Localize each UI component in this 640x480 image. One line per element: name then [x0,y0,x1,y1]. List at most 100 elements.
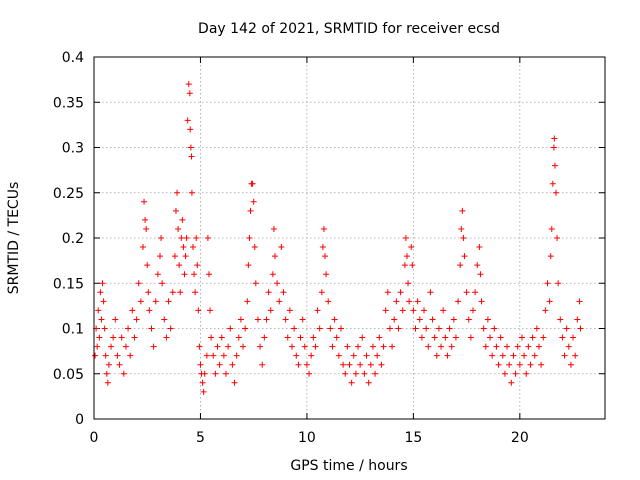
data-point [477,271,484,278]
data-point [380,343,387,350]
y-tick-label: 0 [75,412,84,428]
data-point [148,325,155,332]
data-point [289,343,296,350]
data-point [344,343,351,350]
data-point [96,334,103,341]
data-point [563,325,570,332]
data-point [444,352,451,359]
data-point [357,361,364,368]
data-point [425,343,432,350]
data-point [167,325,174,332]
data-point [100,298,107,305]
data-point [565,343,572,350]
y-tick-label: 0.1 [62,322,84,338]
data-point [322,253,329,260]
data-point [438,343,445,350]
data-point [270,225,277,232]
data-point [120,370,127,377]
data-point [216,361,223,368]
data-point [207,307,214,314]
data-point [559,334,566,341]
data-point [320,225,327,232]
data-point [423,325,430,332]
data-point [227,325,234,332]
data-point [195,307,202,314]
data-point [267,307,274,314]
data-point [191,271,198,278]
data-point [469,307,476,314]
data-point [158,235,165,241]
data-point [145,289,152,296]
data-point [389,343,396,350]
data-point [187,126,194,133]
data-point [176,262,183,269]
data-point [512,370,519,377]
data-point [314,307,321,314]
data-point [214,343,221,350]
data-point [546,298,553,305]
data-point [427,289,434,296]
data-point [547,253,554,260]
data-point [361,370,368,377]
data-point [495,361,502,368]
data-point [299,316,306,323]
data-point [295,361,302,368]
data-point [223,370,230,377]
data-point [406,298,413,305]
data-point [433,352,440,359]
data-point [159,280,166,287]
data-point [577,325,584,332]
data-point [193,235,200,241]
data-point [225,343,232,350]
data-point [489,352,496,359]
data-point [282,316,289,323]
data-point [301,343,308,350]
data-point [165,298,172,305]
data-point [184,117,191,124]
data-point [250,198,257,205]
data-point [331,316,338,323]
data-point [418,334,425,341]
data-point [154,271,161,278]
plot-frame [93,56,606,420]
data-point [382,307,389,314]
data-point [378,361,385,368]
data-point [208,334,215,341]
data-point [129,307,136,314]
data-point [510,352,517,359]
data-point [102,352,109,359]
data-point [169,289,176,296]
data-point [303,361,310,368]
data-point [551,135,558,142]
data-point [421,307,428,314]
data-point [199,379,206,386]
data-point [110,334,117,341]
data-point [325,298,332,305]
data-point [527,361,534,368]
data-point [188,153,195,160]
data-point [163,334,170,341]
data-point [318,289,325,296]
data-point [450,316,457,323]
data-point [363,352,370,359]
data-point [139,244,146,251]
data-point [472,289,479,296]
data-point [372,370,379,377]
data-point [487,334,494,341]
data-point [252,280,259,287]
data-point [567,361,574,368]
data-point [414,298,421,305]
data-point [235,334,242,341]
data-point [233,352,240,359]
data-point [185,81,192,88]
data-point [551,162,558,169]
data-point [476,244,483,251]
data-point [99,280,106,287]
data-point [531,352,538,359]
data-point [254,316,261,323]
data-point [533,325,540,332]
data-point [220,352,227,359]
data-point [95,307,102,314]
x-tick-label: 0 [90,430,99,446]
